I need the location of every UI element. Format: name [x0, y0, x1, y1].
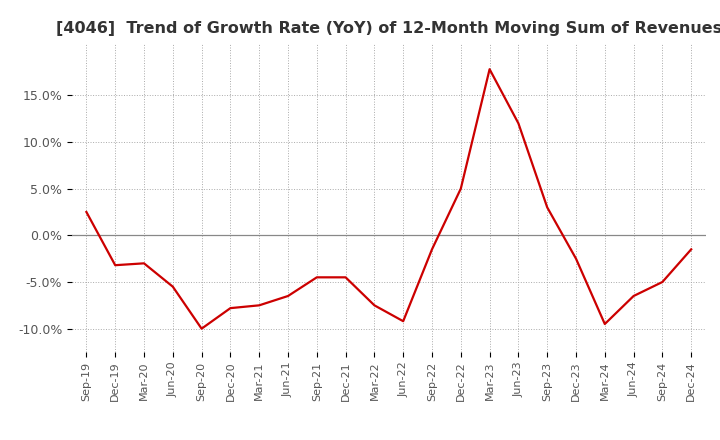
Title: [4046]  Trend of Growth Rate (YoY) of 12-Month Moving Sum of Revenues: [4046] Trend of Growth Rate (YoY) of 12-… [55, 21, 720, 36]
